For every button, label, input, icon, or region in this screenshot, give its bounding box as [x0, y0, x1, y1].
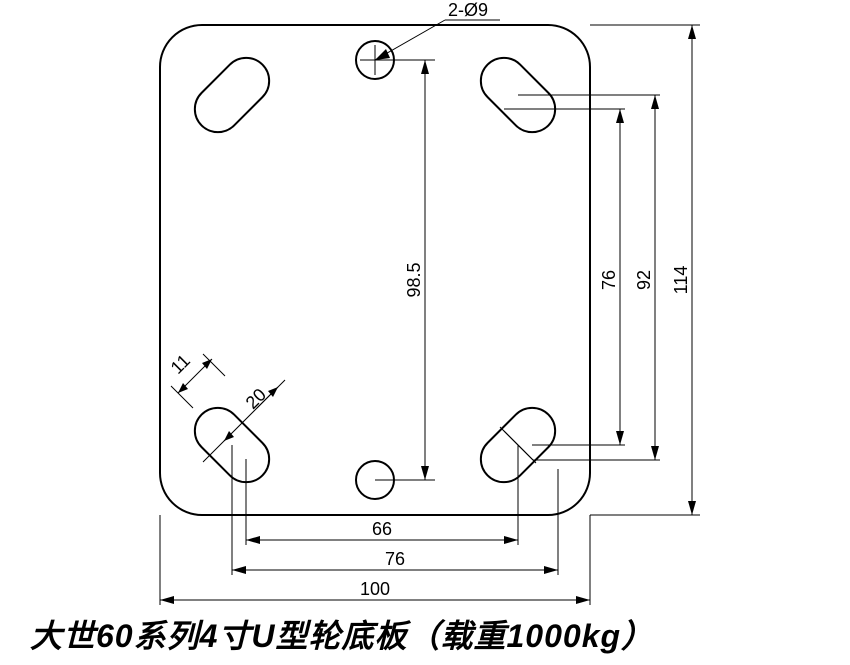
dim-v-right: 76 92 114	[504, 25, 700, 515]
dim-v114-label: 114	[671, 266, 691, 295]
dim-11: 11	[167, 350, 194, 377]
technical-drawing: 2-Ø9 11 20 98.5	[0, 0, 850, 615]
dim-20: 20	[242, 385, 270, 413]
plate-outline	[160, 25, 590, 515]
drawing-caption: 大世60系列4寸U型轮底板（载重1000kg）	[0, 611, 850, 657]
dim-h100-label: 100	[360, 579, 390, 599]
slot-dims: 11 20	[167, 350, 285, 462]
dim-v92-label: 92	[634, 270, 654, 290]
dim-v76-label: 76	[599, 270, 619, 290]
dim-h76-label: 76	[385, 549, 405, 569]
drawing-svg: 2-Ø9 11 20 98.5	[0, 0, 850, 615]
callout-hole-label: 2-Ø9	[448, 0, 488, 20]
slot-top-left	[185, 48, 278, 141]
dim-98-5-label: 98.5	[404, 262, 424, 297]
dim-h66-label: 66	[372, 519, 392, 539]
dim-v-98-5: 98.5	[375, 60, 435, 480]
callout-hole-leader: 2-Ø9	[375, 0, 500, 60]
